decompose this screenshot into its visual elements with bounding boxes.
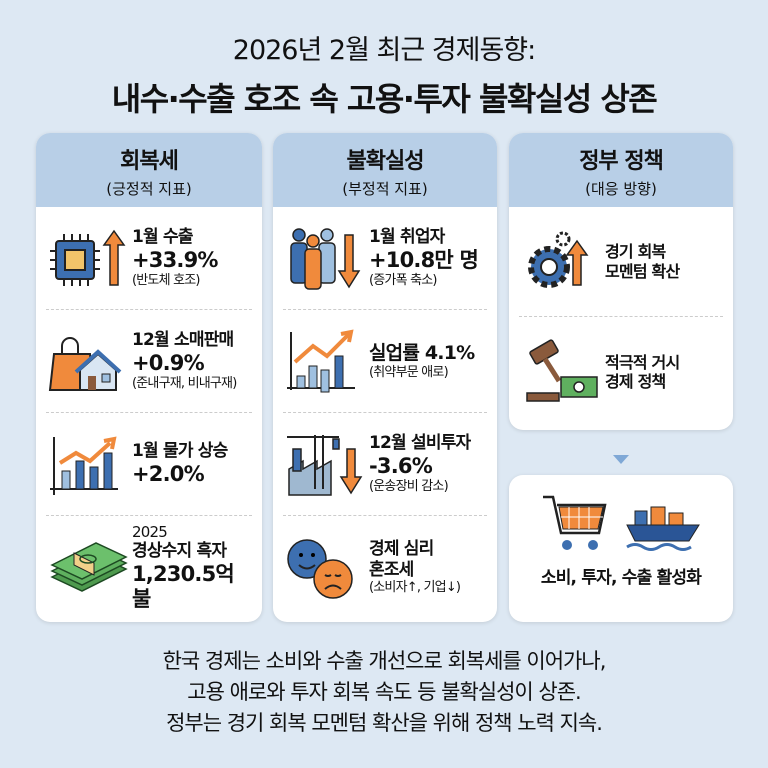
item-label-2: 혼조세	[369, 559, 414, 580]
item-label: 1월 물가 상승	[132, 441, 228, 462]
list-item: 1월 취업자 +10.8만 명 (증가폭 축소)	[283, 207, 487, 310]
item-note: (반도체 호조)	[132, 272, 200, 288]
item-value: +2.0%	[132, 461, 205, 486]
summary-line: 정부는 경기 회복 모멘텀 확산을 위해 정책 노력 지속.	[166, 711, 603, 735]
money-stack-icon	[50, 541, 128, 592]
item-note: (소비자↑, 기업↓)	[369, 580, 461, 596]
item-value: +0.9%	[132, 350, 205, 375]
gavel-money-icon	[526, 339, 598, 402]
list-item: 1월 물가 상승 +2.0%	[46, 413, 252, 516]
item-note: (운송장비 감소)	[369, 478, 449, 494]
card-subheading: (대응 방향)	[585, 180, 657, 198]
item-value: 실업률 4.1%	[369, 341, 475, 364]
chart-up-icon	[287, 329, 355, 393]
card-header: 회복세 (긍정적 지표)	[36, 133, 262, 207]
item-label: 적극적 거시	[605, 352, 680, 372]
summary-line: 한국 경제는 소비와 수출 개선으로 회복세를 이어가나,	[162, 649, 607, 673]
card-heading: 정부 정책	[579, 149, 664, 174]
item-value: +33.9%	[132, 247, 218, 272]
arrow-down-icon	[613, 455, 629, 464]
item-value: 1,230.5억 불	[132, 561, 235, 611]
card-header: 정부 정책 (대응 방향)	[509, 133, 733, 207]
item-label: 12월 소매판매	[132, 330, 234, 351]
result-card: 소비, 투자, 수출 활성화	[509, 475, 733, 622]
list-item: 2025 경상수지 흑자 1,230.5억 불	[46, 516, 252, 619]
factory-down-icon	[287, 435, 363, 496]
card-subheading: (부정적 지표)	[342, 180, 428, 198]
item-label: 경제 심리	[369, 539, 434, 560]
cart-icon	[543, 495, 607, 550]
item-label: 1월 수출	[132, 227, 193, 248]
card-heading: 회복세	[120, 149, 179, 174]
list-item: 실업률 4.1% (취약부문 애로)	[283, 310, 487, 413]
result-label: 소비, 투자, 수출 활성화	[540, 568, 702, 588]
item-label: 경기 회복	[605, 242, 666, 262]
item-label: 1월 취업자	[369, 227, 445, 248]
list-item: 12월 소매판매 +0.9% (준내구재, 비내구재)	[46, 310, 252, 413]
card-header: 불확실성 (부정적 지표)	[273, 133, 497, 207]
item-value: +10.8만 명	[369, 247, 479, 272]
policy-card: 정부 정책 (대응 방향) 경기 회복 모멘텀 확산 적극적 거시 경제 정책	[509, 133, 733, 430]
card-subheading: (긍정적 지표)	[106, 180, 192, 198]
list-item: 1월 수출 +33.9% (반도체 호조)	[46, 207, 252, 310]
bar-chart-up-icon	[50, 436, 118, 495]
item-value: -3.6%	[369, 453, 433, 478]
item-note: (취약부문 애로)	[369, 364, 449, 380]
list-item: 경제 심리 혼조세 (소비자↑, 기업↓)	[283, 516, 487, 619]
ship-icon	[626, 506, 700, 551]
list-item: 12월 설비투자 -3.6% (운송장비 감소)	[283, 413, 487, 516]
item-label: 경상수지 흑자	[132, 541, 227, 562]
item-label: 12월 설비투자	[369, 433, 471, 454]
list-item: 경기 회복 모멘텀 확산	[519, 207, 723, 317]
card-heading: 불확실성	[346, 149, 425, 174]
chip-up-icon	[50, 229, 126, 286]
uncertainty-card: 불확실성 (부정적 지표) 1월 취업자 +10.8만 명 (증가폭 축소) 실업률 …	[273, 133, 497, 622]
item-note: (증가폭 축소)	[369, 272, 437, 288]
title-line1: 2026년 2월 최근 경제동향:	[232, 35, 536, 66]
list-item: 적극적 거시 경제 정책	[519, 317, 723, 427]
item-label-2: 경제 정책	[605, 372, 666, 391]
faces-icon	[287, 538, 353, 599]
gear-up-icon	[528, 231, 589, 288]
shopping-house-icon	[48, 337, 122, 391]
item-year: 2025	[132, 523, 168, 542]
people-down-icon	[290, 228, 361, 290]
summary: 한국 경제는 소비와 수출 개선으로 회복세를 이어가나, 고용 애로와 투자 …	[0, 646, 768, 739]
title-line2: 내수·수출 호조 속 고용·투자 불확실성 상존	[111, 80, 658, 118]
recovery-card: 회복세 (긍정적 지표) 1월 수출 +33.9% (반도체 호조) 12월 소매판매…	[36, 133, 262, 622]
summary-line: 고용 애로와 투자 회복 속도 등 불확실성이 상존.	[187, 680, 581, 704]
item-label-2: 모멘텀 확산	[605, 261, 680, 281]
item-note: (준내구재, 비내구재)	[132, 375, 237, 391]
